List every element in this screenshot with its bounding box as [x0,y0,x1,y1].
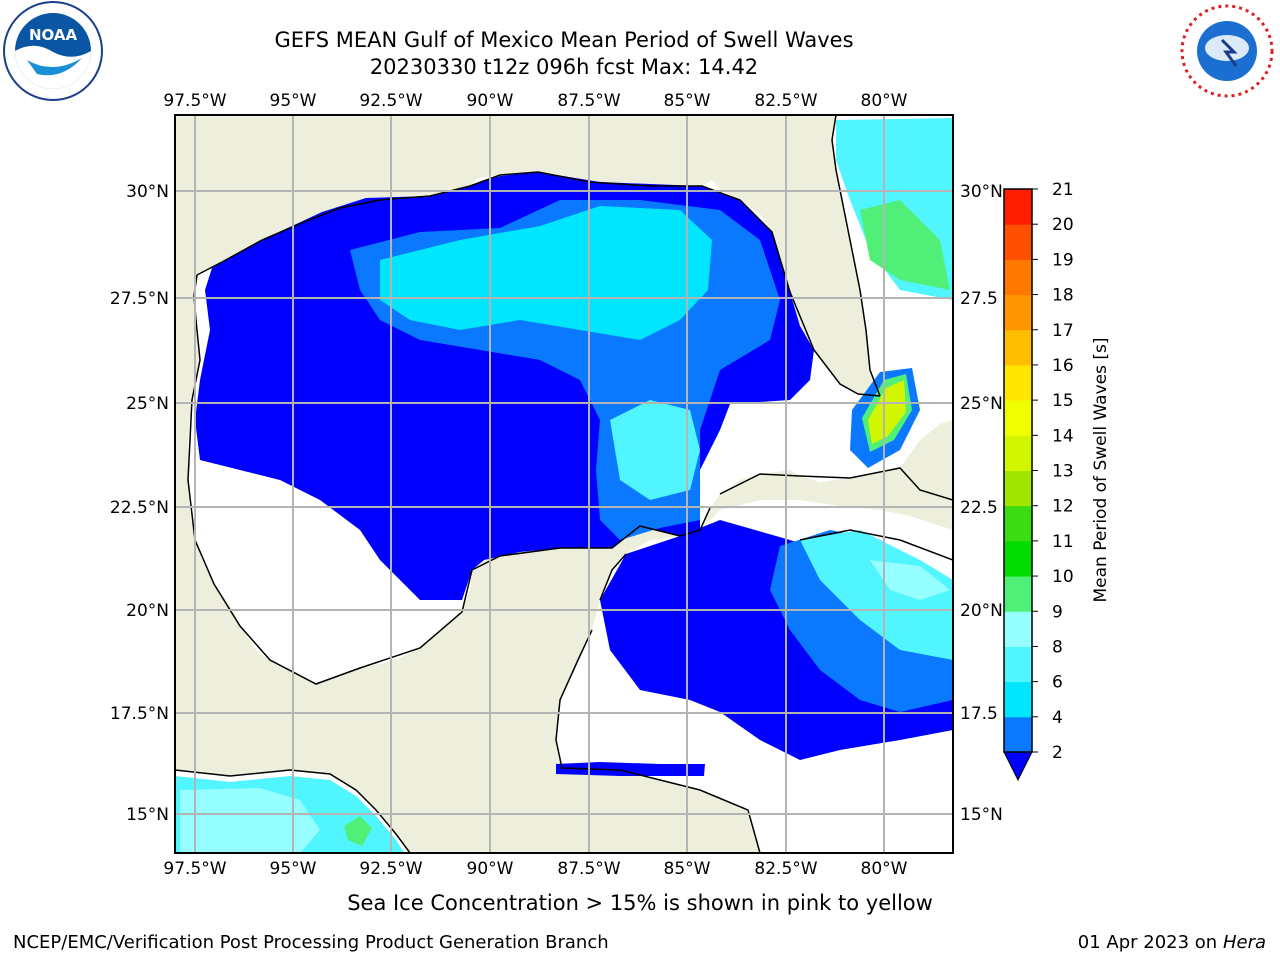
colorbar-label: Mean Period of Swell Waves [s] [1091,338,1111,603]
map-subtitle: 20230330 t12z 096h fcst Max: 14.42 [369,55,759,79]
lat-label-right: 17.5 [960,704,998,724]
colorbar-tick-label: 13 [1052,462,1074,482]
lon-label-bottom: 80°W [861,859,908,879]
lat-label-right: 25°N [960,394,1003,414]
colorbar-tick-label: 14 [1052,426,1074,446]
lat-label-left: 22.5°N [110,498,169,518]
lon-label-bottom: 82.5°W [754,859,817,879]
colorbar-segment [1004,189,1032,225]
colorbar-tick-label: 10 [1052,567,1074,587]
lon-label-top: 95°W [270,91,317,111]
band-9-atlantic [860,200,950,290]
lon-label-top: 92.5°W [359,91,422,111]
band-pacific-green [344,816,372,846]
lon-labels-top: 97.5°W 95°W 92.5°W 90°W 87.5°W 85°W 82.5… [163,91,907,111]
colorbar-tick-label: 11 [1052,532,1074,552]
colorbar-segment [1004,329,1032,366]
colorbar-segment [1004,505,1032,542]
lat-label-left: 15°N [126,805,169,825]
lon-label-bottom: 85°W [664,859,711,879]
lon-label-top: 85°W [664,91,711,111]
lon-label-top: 80°W [861,91,908,111]
map-frame [174,114,954,854]
lon-labels-bottom: 97.5°W 95°W 92.5°W 90°W 87.5°W 85°W 82.5… [163,859,907,879]
lon-label-top: 82.5°W [754,91,817,111]
lon-label-bottom: 92.5°W [359,859,422,879]
band-honduras-strip [556,762,705,776]
colorbar-under-extension [1003,751,1033,782]
band-6-cyan [380,206,712,340]
band-8-caribbean [870,560,950,600]
colorbar-segment [1004,259,1032,296]
colorbar-segment [1004,435,1032,471]
colorbar-tick-label: 2 [1052,743,1063,763]
lon-label-bottom: 95°W [270,859,317,879]
footer-date: 01 Apr 2023 on Hera [1078,932,1266,953]
band-6-cyan-se [610,400,700,500]
colorbar-tick-label: 17 [1052,321,1074,341]
lat-label-left: 20°N [126,601,169,621]
colorbar-segment [1004,400,1032,436]
colorbar-tick-label: 4 [1052,708,1063,728]
lat-label-left: 17.5°N [110,704,169,724]
band-pacific-light [180,788,320,853]
sea-ice-note: Sea Ice Concentration > 15% is shown in … [347,891,933,915]
colorbar-tick-label: 16 [1052,356,1074,376]
colorbar-segment [1004,224,1032,260]
colorbar-segment [1004,576,1032,612]
colorbar-tick-label: 21 [1052,180,1074,200]
colorbar-segment [1004,364,1032,401]
map-title: GEFS MEAN Gulf of Mexico Mean Period of … [274,28,854,52]
lat-labels-left: 30°N 27.5°N 25°N 22.5°N 20°N 17.5°N 15°N [110,182,169,825]
noaa-logo-text: NOAA [29,26,78,44]
swell-period-field [175,118,953,853]
colorbar-tick-label: 8 [1052,637,1063,657]
noaa-logo: NOAA [3,1,103,101]
lat-labels-right: 30°N 27.5 25°N 22.5 20°N 17.5 15°N [960,182,1003,825]
colorbar-segment [1004,470,1032,507]
lat-label-right: 22.5 [960,498,998,518]
colorbar-tick-label: 18 [1052,286,1074,306]
lat-label-right: 20°N [960,601,1003,621]
lon-label-top: 97.5°W [163,91,226,111]
lon-label-top: 87.5°W [557,91,620,111]
footer-date-text: 01 Apr 2023 on [1077,932,1223,953]
lon-label-top: 90°W [467,91,514,111]
graticule [175,115,953,853]
colorbar-segment [1004,540,1032,577]
lon-label-bottom: 87.5°W [557,859,620,879]
colorbar-tick-label: 6 [1052,673,1063,693]
colorbar-segment [1004,716,1032,753]
colorbar-tick-label: 19 [1052,250,1074,270]
lat-label-right: 15°N [960,805,1003,825]
band-6-caribbean [800,530,953,660]
colorbar: 2 4 6 8 9 10 11 12 13 14 15 16 17 18 19 20 21 [1003,180,1074,782]
band-15-bahamas [868,380,906,444]
colorbar-tick-label: 20 [1052,215,1074,235]
lat-label-right: 30°N [960,182,1003,202]
colorbar-segment [1004,681,1032,718]
lat-label-right: 27.5 [960,289,998,309]
colorbar-segment [1004,646,1032,683]
lon-label-bottom: 90°W [467,859,514,879]
colorbar-segment [1004,294,1032,331]
colorbar-tick-label: 9 [1052,602,1063,622]
colorbar-tick-label: 12 [1052,497,1074,517]
lat-label-left: 25°N [126,394,169,414]
footer-credit: NCEP/EMC/Verification Post Processing Pr… [13,932,609,953]
colorbar-tick-label: 15 [1052,391,1074,411]
lat-label-left: 27.5°N [110,289,169,309]
lat-label-left: 30°N [126,182,169,202]
nws-logo [1178,2,1276,100]
lon-label-bottom: 97.5°W [163,859,226,879]
colorbar-segment [1004,611,1032,647]
footer-host: Hera [1222,932,1266,953]
